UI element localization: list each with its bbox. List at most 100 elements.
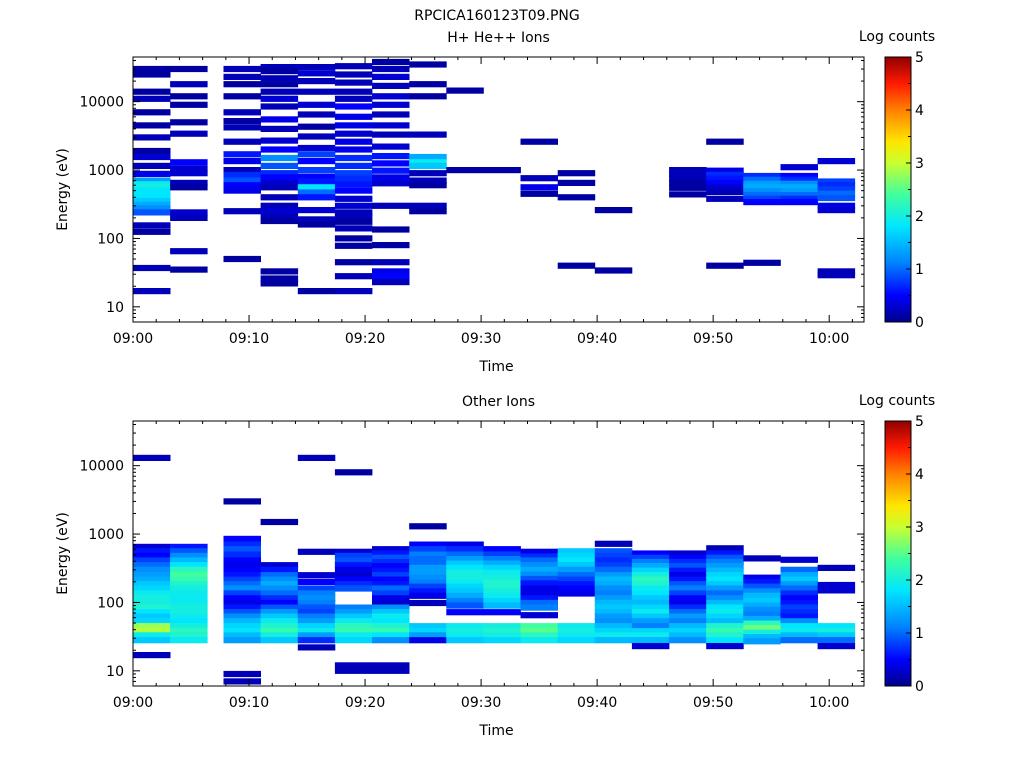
heatmap-cell — [780, 176, 818, 183]
colorbar-tick-label: 2 — [915, 209, 924, 225]
heatmap-cell — [743, 195, 781, 202]
heatmap-cell — [780, 180, 818, 187]
heatmap-cell — [170, 632, 208, 639]
heatmap-cell — [706, 188, 744, 195]
heatmap-cell — [223, 585, 261, 592]
heatmap-cell — [223, 65, 261, 73]
heatmap-cell — [334, 548, 373, 555]
heatmap-cell — [223, 604, 261, 611]
x-tick-label: 09:10 — [229, 695, 269, 711]
heatmap-cell — [780, 637, 818, 644]
heatmap-cell — [520, 184, 558, 191]
heatmap-cell — [297, 167, 336, 174]
panel-other-ions: Other Ions 09:00 09:10 09:20 09:30 09:40 09:50… — [55, 393, 935, 739]
heatmap-cell — [743, 629, 781, 636]
heatmap-cell — [223, 498, 261, 505]
heatmap-cell — [297, 221, 336, 228]
heatmap-cell — [409, 170, 447, 177]
y-axis-label: Energy (eV) — [55, 148, 71, 231]
heatmap-cell — [297, 595, 336, 602]
heatmap-cell — [334, 628, 373, 635]
heatmap-cell — [170, 628, 208, 635]
heatmap-cell — [170, 165, 208, 172]
heatmap-cell — [223, 590, 261, 597]
heatmap-cell — [223, 255, 261, 263]
heatmap-cell — [223, 678, 261, 685]
heatmap-cell — [334, 585, 373, 592]
heatmap-cell — [483, 564, 521, 571]
plot-frame — [132, 420, 865, 687]
heatmap-cell — [557, 581, 596, 588]
heatmap-cell — [780, 199, 818, 206]
y-tick-label: 100 — [97, 595, 124, 611]
heatmap-cell — [631, 604, 670, 611]
heatmap-cell — [817, 158, 856, 165]
heatmap-cell — [520, 175, 558, 182]
heatmap-cell — [483, 556, 521, 563]
heatmap-cell — [631, 550, 670, 557]
heatmap-cell — [372, 576, 410, 583]
heatmap-cell — [334, 195, 373, 202]
heatmap-cell — [133, 194, 171, 201]
heatmap-cell — [669, 604, 707, 611]
heatmap-cell — [520, 632, 558, 639]
heatmap-cell — [706, 595, 744, 602]
heatmap-cell — [372, 174, 410, 181]
heatmap-cell — [372, 604, 410, 611]
heatmap-cell — [372, 609, 410, 616]
heatmap-cell — [133, 209, 171, 216]
heatmap-cell — [483, 602, 521, 609]
heatmap-cell — [223, 623, 261, 630]
heatmap-cell — [133, 109, 171, 116]
y-tick-label: 10000 — [79, 459, 124, 475]
heatmap-cell — [334, 71, 373, 78]
heatmap-cell — [133, 190, 171, 197]
heatmap-cell — [520, 562, 558, 569]
heatmap-cell — [334, 632, 373, 639]
heatmap-cell — [743, 592, 781, 599]
heatmap-cell — [133, 609, 171, 616]
heatmap-cell — [260, 623, 299, 630]
heatmap-cell — [297, 158, 336, 165]
x-tick-label: 09:20 — [345, 695, 385, 711]
heatmap-cell — [817, 268, 856, 275]
heatmap-cell — [780, 184, 818, 191]
heatmap-cell — [817, 178, 856, 185]
heatmap-cell — [334, 566, 373, 573]
heatmap-cell — [223, 557, 261, 564]
heatmap-cell — [669, 595, 707, 602]
heatmap-cell — [409, 546, 447, 553]
heatmap-cell — [170, 599, 208, 607]
heatmap-cell — [743, 616, 781, 623]
heatmap-cell — [706, 632, 744, 639]
heatmap-cell — [372, 82, 410, 89]
heatmap-cell — [334, 79, 373, 86]
heatmap-cell — [223, 171, 261, 178]
heatmap-cell — [446, 551, 484, 558]
heatmap-cell — [297, 144, 336, 152]
heatmap-cell — [631, 572, 670, 579]
heatmap-cell — [297, 548, 336, 555]
heatmap-cell — [483, 597, 521, 605]
heatmap-cell — [409, 93, 447, 100]
colorbar-tick-label: 3 — [915, 156, 924, 172]
heatmap-cell — [297, 70, 336, 77]
heatmap-cell — [170, 543, 208, 550]
heatmap-cell — [170, 572, 208, 579]
heatmap-cell — [334, 113, 373, 120]
heatmap-cell — [631, 567, 670, 574]
heatmap-cell — [334, 562, 373, 569]
heatmap-cell — [631, 632, 670, 639]
heatmap-cell — [594, 609, 633, 616]
heatmap-cell — [372, 180, 410, 187]
heatmap-cell — [334, 242, 373, 249]
heatmap-cell — [483, 588, 521, 595]
heatmap-cell — [743, 620, 781, 627]
heatmap-cell — [743, 192, 781, 199]
heatmap-cell — [631, 563, 670, 570]
heatmap-cell — [446, 579, 484, 586]
colorbar-tick-label: 0 — [915, 315, 924, 331]
heatmap-cell — [334, 613, 373, 620]
heatmap-cell — [133, 228, 171, 235]
heatmap-cell — [297, 111, 336, 118]
